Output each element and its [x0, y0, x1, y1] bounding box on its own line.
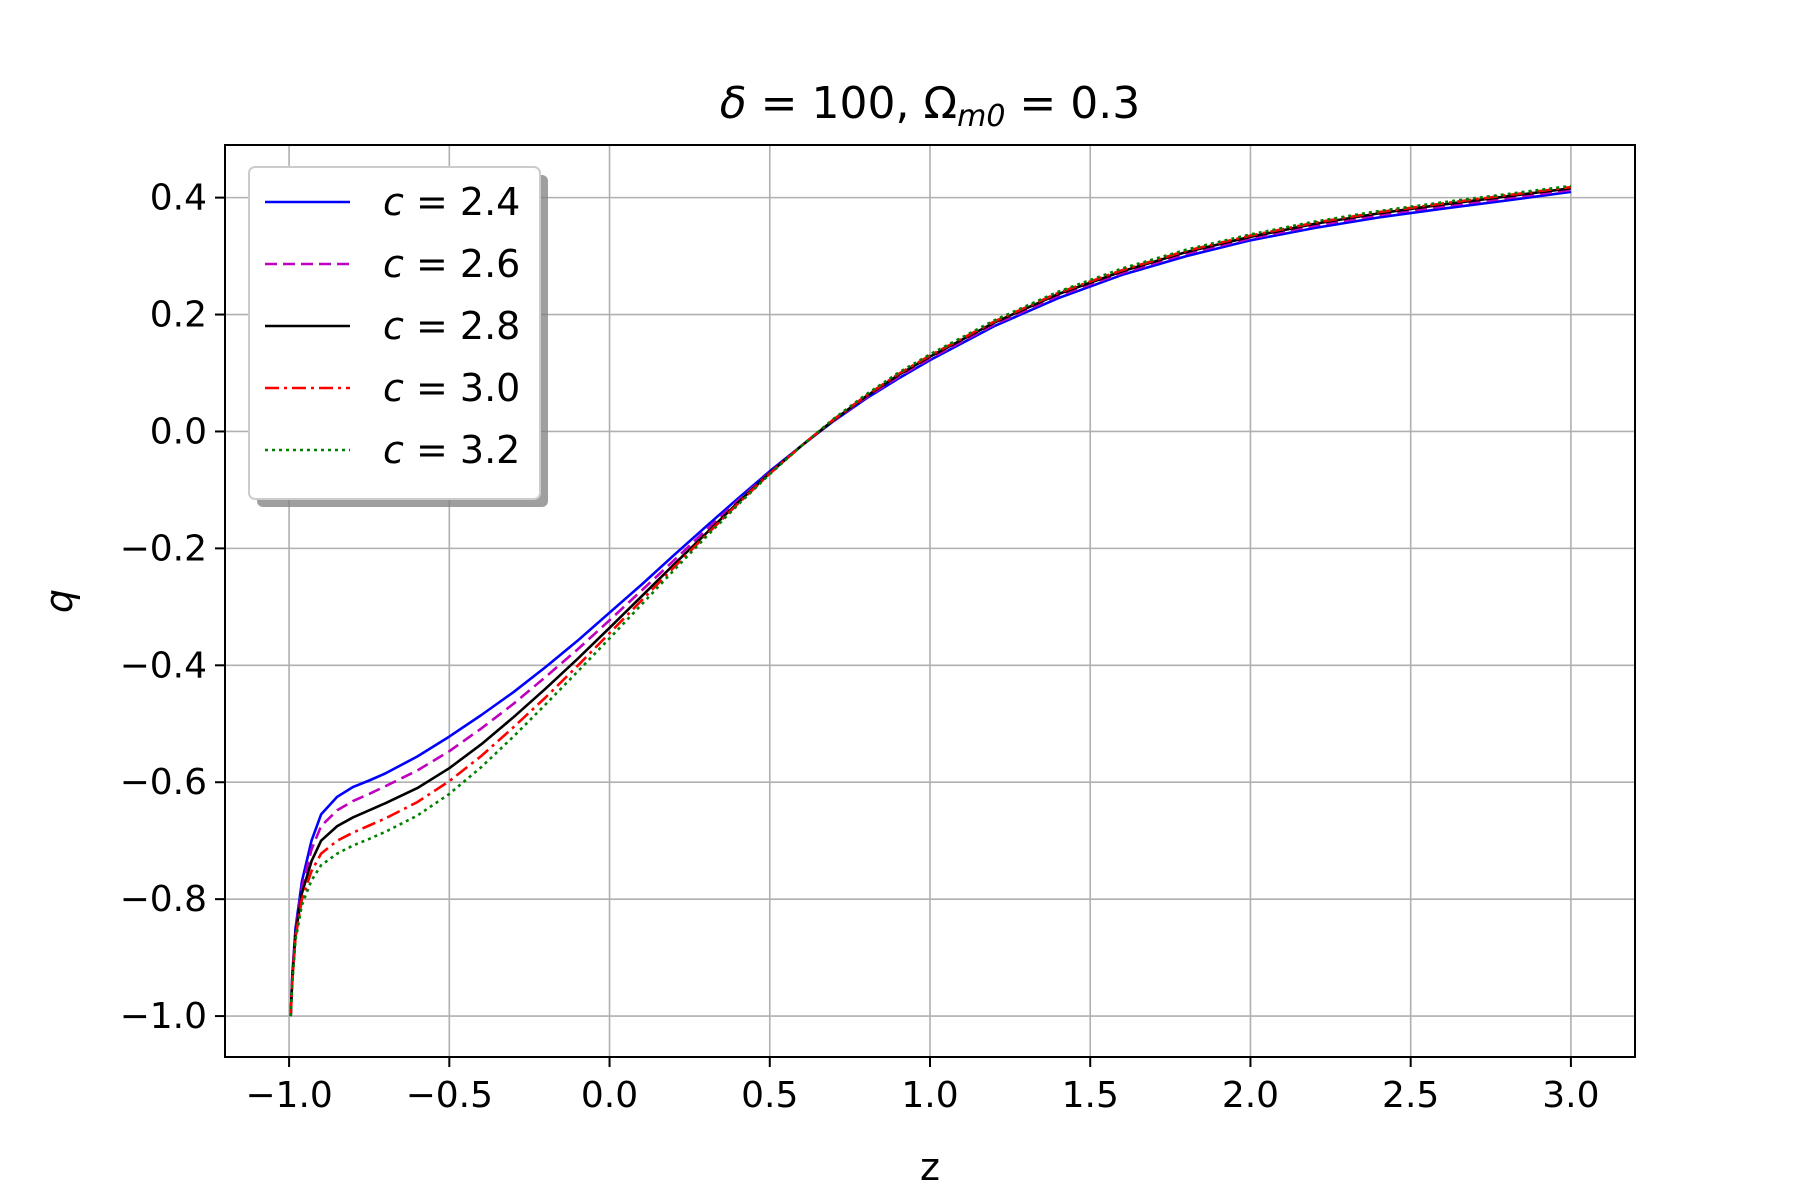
title-eq2: = 0.3	[1005, 78, 1140, 129]
legend-label: c = 2.8	[383, 304, 520, 348]
series-line	[289, 184, 1572, 1017]
title-omega: Ω	[923, 78, 957, 129]
title-delta: δ	[720, 78, 747, 129]
x-tick-label: 2.5	[1382, 1075, 1439, 1116]
y-axis-label: q	[37, 589, 81, 613]
x-tick-label: 0.5	[741, 1075, 798, 1116]
series-lines	[289, 184, 1572, 1017]
y-tick-label: 0.2	[150, 295, 207, 336]
legend-label: c = 3.2	[383, 428, 520, 472]
y-axis-ticks: −1.0 −0.8 −0.6 −0.4 −0.2 0.0 0.2 0.4	[120, 178, 225, 1037]
legend-entries: c = 2.4 c = 2.6 c = 2.8 c = 3.0 c = 3.2	[265, 180, 520, 472]
series-line	[289, 188, 1572, 1017]
x-tick-label: 1.0	[901, 1075, 958, 1116]
x-tick-label: −0.5	[406, 1075, 493, 1116]
x-tick-label: 2.0	[1222, 1075, 1279, 1116]
x-axis-label: z	[920, 1145, 940, 1189]
x-axis-ticks: −1.0 −0.5 0.0 0.5 1.0 1.5 2.0 2.5 3.0	[245, 1057, 1600, 1116]
series-line	[289, 190, 1572, 1017]
title-eq1: = 100,	[747, 78, 924, 129]
x-tick-label: 1.5	[1062, 1075, 1119, 1116]
y-tick-label: −1.0	[120, 996, 207, 1037]
x-tick-label: 3.0	[1542, 1075, 1599, 1116]
legend-box	[248, 166, 541, 500]
legend: c = 2.4 c = 2.6 c = 2.8 c = 3.0 c = 3.2	[248, 166, 548, 507]
y-tick-label: 0.0	[150, 411, 207, 452]
y-tick-label: −0.4	[120, 645, 207, 686]
title-sub: m0	[957, 99, 1005, 134]
y-tick-label: 0.4	[150, 178, 207, 219]
legend-label: c = 3.0	[383, 366, 520, 410]
legend-label: c = 2.4	[383, 180, 520, 224]
y-tick-label: −0.2	[120, 528, 207, 569]
x-tick-label: −1.0	[245, 1075, 332, 1116]
plot-frame	[224, 144, 1636, 1058]
x-tick-label: 0.0	[581, 1075, 638, 1116]
y-tick-label: −0.8	[120, 879, 207, 920]
chart-title: δ = 100, Ωm0 = 0.3	[720, 78, 1140, 134]
grid	[225, 145, 1635, 1057]
y-tick-label: −0.6	[120, 762, 207, 803]
legend-label: c = 2.6	[383, 242, 520, 286]
